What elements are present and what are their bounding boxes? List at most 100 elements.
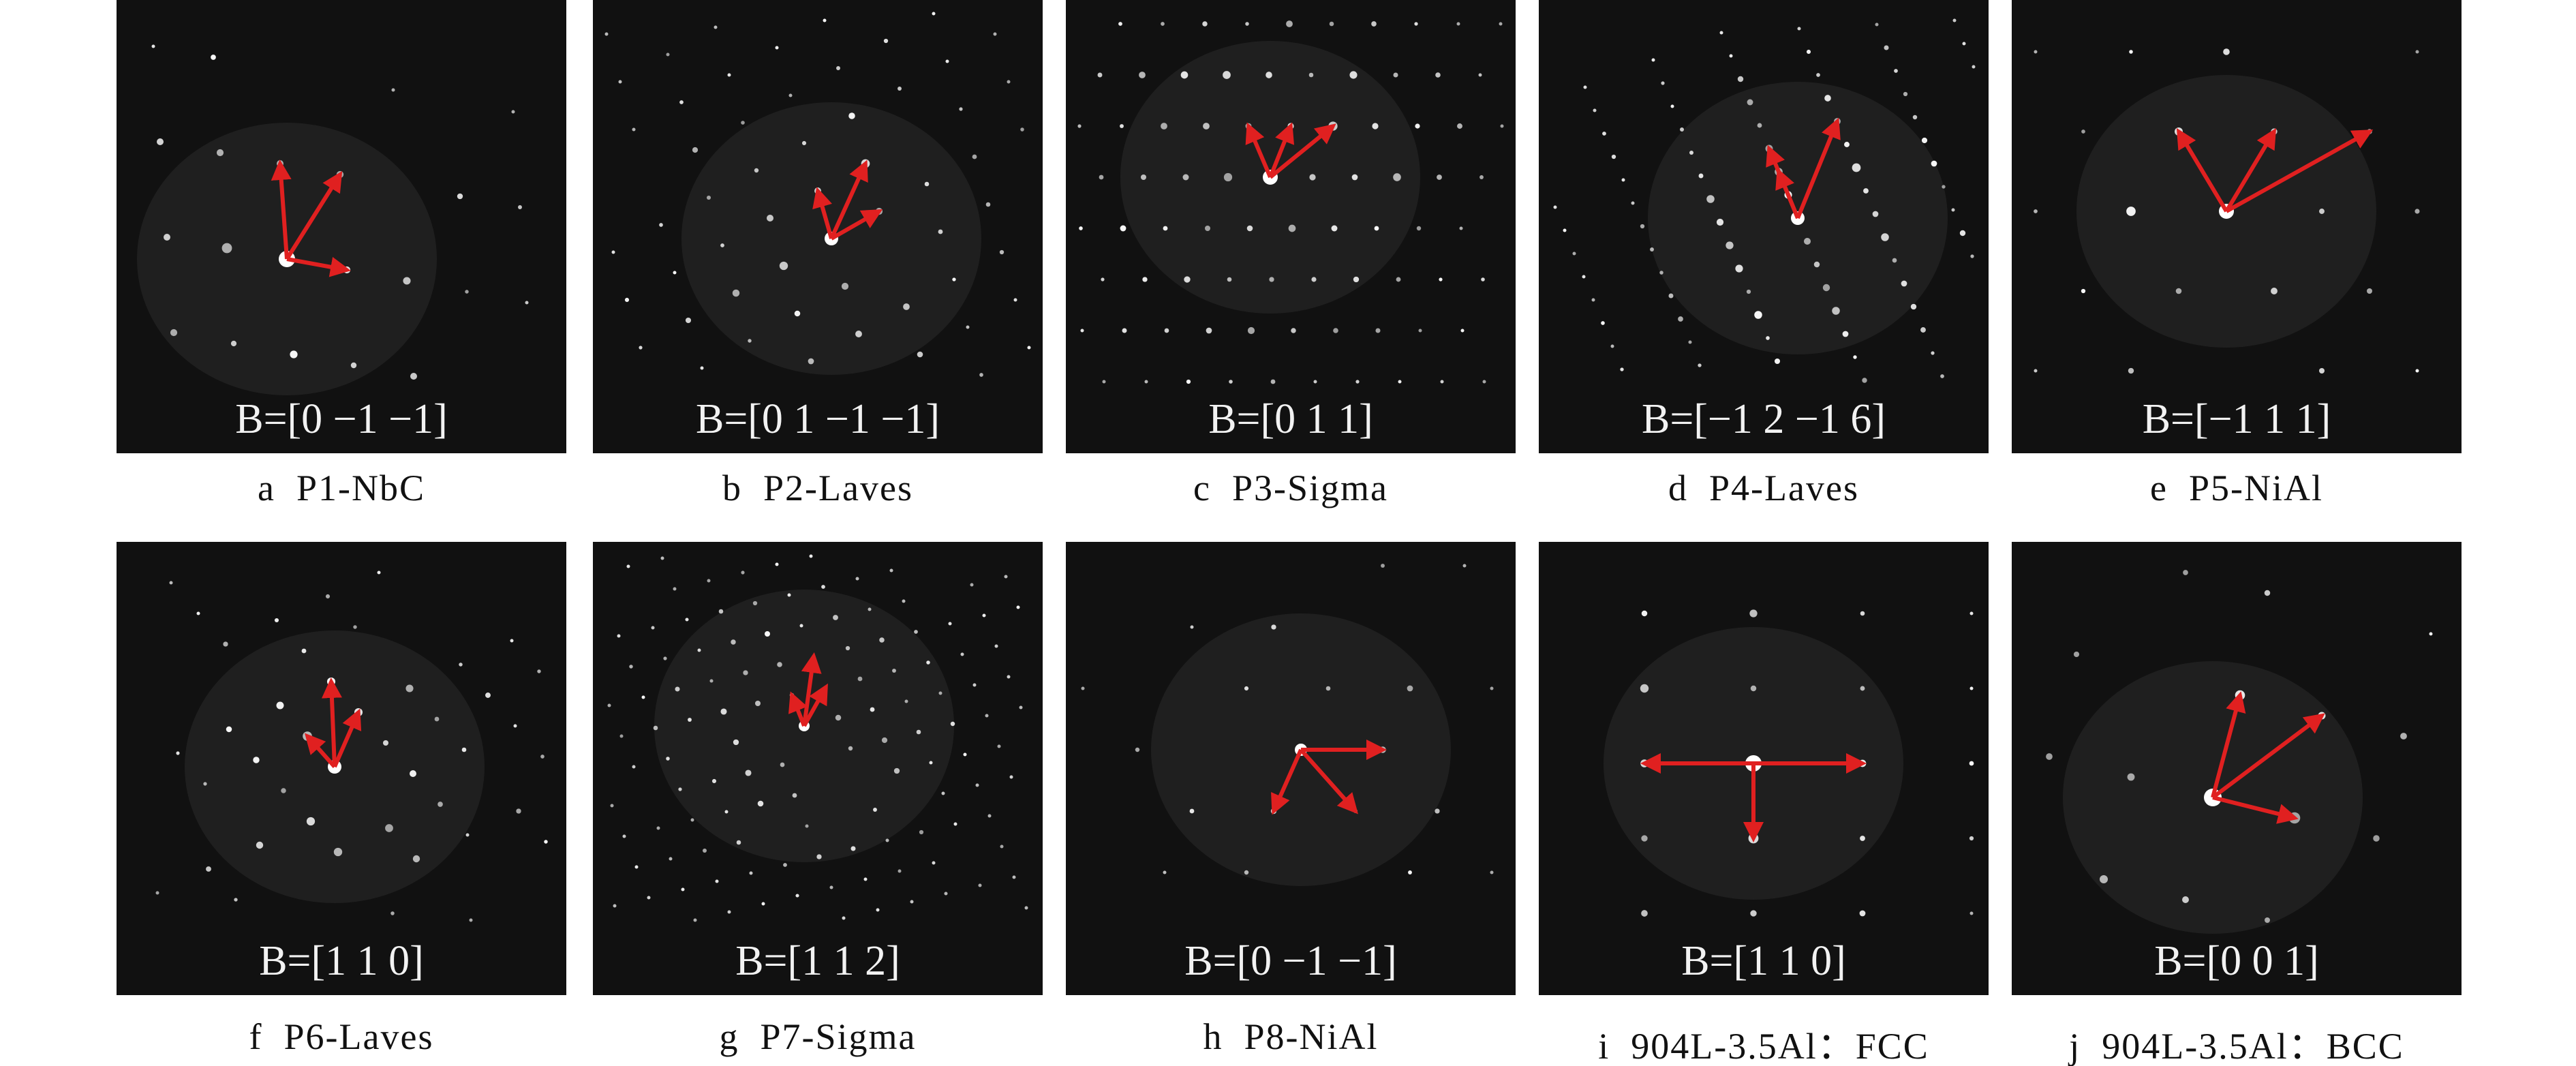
diffraction-spot <box>1931 351 1935 355</box>
diffraction-spot <box>944 892 948 896</box>
diffraction-panel: B=[0 −1 −1] <box>117 0 566 453</box>
diffraction-spot <box>2081 288 2086 294</box>
diffraction-spot <box>2128 367 2134 374</box>
diffraction-spot <box>2223 48 2230 55</box>
diffraction-spot <box>1553 205 1557 209</box>
diffraction-spot <box>1969 611 1974 615</box>
diffraction-spot <box>1746 289 1751 294</box>
diffraction-spot <box>1591 298 1595 302</box>
diffraction-pattern <box>137 44 529 395</box>
diffraction-spot <box>1457 123 1462 129</box>
diffraction-spot <box>917 351 923 358</box>
red-arrow <box>1245 122 1272 179</box>
diffraction-spot <box>2175 288 2182 294</box>
diffraction-spot <box>1478 73 1482 77</box>
diffraction-spot <box>1563 228 1567 232</box>
diffraction-spot <box>1161 123 1167 130</box>
diffraction-spot <box>999 249 1005 255</box>
diffraction-spot <box>1951 208 1955 212</box>
diffraction-spot <box>1004 575 1008 579</box>
diffraction-spot <box>2319 209 2325 214</box>
diffraction-spot <box>1698 173 1704 179</box>
diffraction-spot <box>690 818 694 822</box>
diffraction-spot <box>783 863 787 867</box>
diffraction-spot <box>1822 284 1830 292</box>
diffraction-spot <box>485 692 491 698</box>
diffraction-spot <box>2081 130 2085 134</box>
diffraction-spot <box>848 746 853 751</box>
diffraction-spot <box>692 147 699 153</box>
diffraction-spot <box>1862 378 1867 383</box>
diffraction-spot <box>761 902 765 906</box>
diffraction-spot <box>1892 258 1897 263</box>
diffraction-spot <box>390 911 395 915</box>
diffraction-spot <box>952 277 956 281</box>
diffraction-spot <box>779 261 788 271</box>
diffraction-spot <box>1969 911 1974 915</box>
panel-letter: c <box>1193 468 1211 508</box>
zone-axis-label: B=[0 −1 −1] <box>235 396 448 442</box>
diffraction-spot <box>876 908 880 912</box>
diffraction-spot <box>1806 49 1811 55</box>
diffraction-spot <box>985 714 989 718</box>
diffraction-spot <box>870 707 875 712</box>
diffraction-spot <box>2126 207 2136 216</box>
diffraction-spot <box>653 725 658 731</box>
diffraction-panel: B=[0 0 1] <box>2012 542 2462 995</box>
diffraction-spot <box>2034 50 2038 54</box>
diffraction-spot <box>290 350 298 359</box>
diffraction-spot <box>176 751 180 755</box>
diffraction-spot <box>151 44 155 48</box>
red-arrow <box>1766 144 1800 219</box>
diffraction-spot <box>863 877 868 881</box>
diffraction-spot <box>1024 906 1028 910</box>
diffraction-spot <box>1229 380 1233 384</box>
diffraction-spot <box>720 708 727 715</box>
diffraction-spot <box>754 700 761 707</box>
diffraction-spot <box>412 855 420 863</box>
diffraction-spot <box>163 233 171 241</box>
diffraction-spot <box>1641 910 1648 917</box>
diffraction-spot <box>666 52 670 57</box>
diffraction-spot <box>787 593 791 597</box>
diffraction-spot <box>1641 835 1648 842</box>
diffraction-spot <box>1490 870 1494 874</box>
diffraction-spot <box>975 783 979 787</box>
panel-caption: i 904L-3.5Al：FCC <box>1505 1016 2023 1066</box>
diffraction-spot <box>892 669 896 673</box>
diffraction-spot <box>993 32 997 36</box>
diffraction-spot <box>700 366 704 370</box>
diffraction-panel: B=[−1 2 −1 6] <box>1539 0 1989 453</box>
diffraction-spot <box>1942 185 1946 189</box>
diffraction-spot <box>1499 22 1503 26</box>
diffraction-spot <box>883 38 889 44</box>
diffraction-spot <box>461 747 467 752</box>
diffraction-spot <box>1180 71 1189 79</box>
diffraction-spot <box>391 88 395 92</box>
diffraction-spot <box>720 243 724 247</box>
diffraction-spot <box>1182 174 1189 181</box>
diffraction-spot <box>624 297 630 303</box>
diffraction-spot <box>1396 277 1401 282</box>
diffraction-spot <box>1659 271 1663 275</box>
diffraction-spot <box>155 891 159 895</box>
diffraction-spot <box>226 726 232 733</box>
diffraction-spot <box>1689 151 1693 155</box>
diffraction-spot <box>857 676 863 682</box>
diffraction-spot <box>377 570 381 575</box>
diffraction-spot <box>1135 747 1140 752</box>
red-arrow <box>812 187 833 239</box>
diffraction-spot <box>745 770 752 776</box>
diffraction-spot <box>711 778 717 784</box>
red-arrow <box>285 170 343 260</box>
diffraction-spot <box>1940 374 1944 378</box>
diffraction-spot <box>736 840 741 845</box>
zone-axis-label: B=[1 1 0] <box>1681 938 1846 984</box>
diffraction-spot <box>1920 327 1926 333</box>
diffraction-spot <box>1650 247 1654 252</box>
diffraction-spot <box>632 765 636 769</box>
red-arrow <box>2224 127 2277 213</box>
diffraction-spot <box>1747 99 1753 106</box>
diffraction-spot <box>1860 686 1865 691</box>
diffraction-spot <box>1970 254 1974 258</box>
